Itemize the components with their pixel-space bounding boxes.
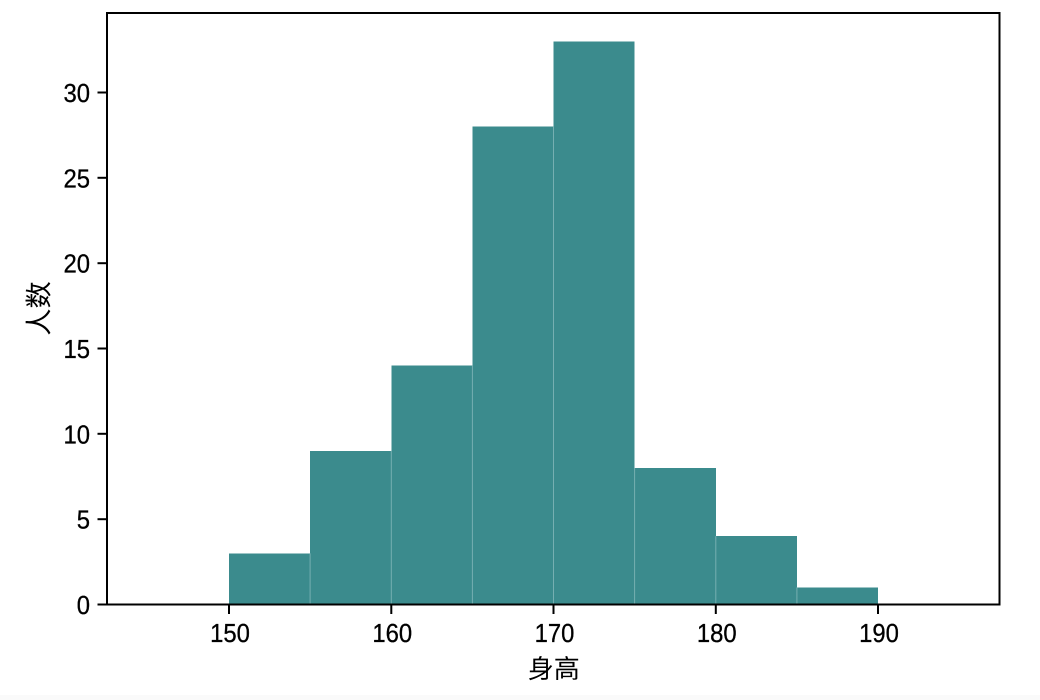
svg-text:190: 190 — [859, 620, 899, 648]
svg-text:10: 10 — [63, 422, 90, 450]
svg-text:170: 170 — [535, 620, 575, 648]
svg-text:0: 0 — [77, 592, 90, 620]
svg-text:25: 25 — [63, 166, 90, 194]
svg-text:160: 160 — [372, 620, 412, 648]
svg-text:20: 20 — [63, 251, 90, 279]
svg-text:30: 30 — [63, 80, 90, 108]
svg-text:5: 5 — [77, 507, 90, 535]
svg-text:15: 15 — [63, 336, 90, 364]
svg-text:180: 180 — [697, 620, 737, 648]
svg-text:150: 150 — [210, 620, 250, 648]
